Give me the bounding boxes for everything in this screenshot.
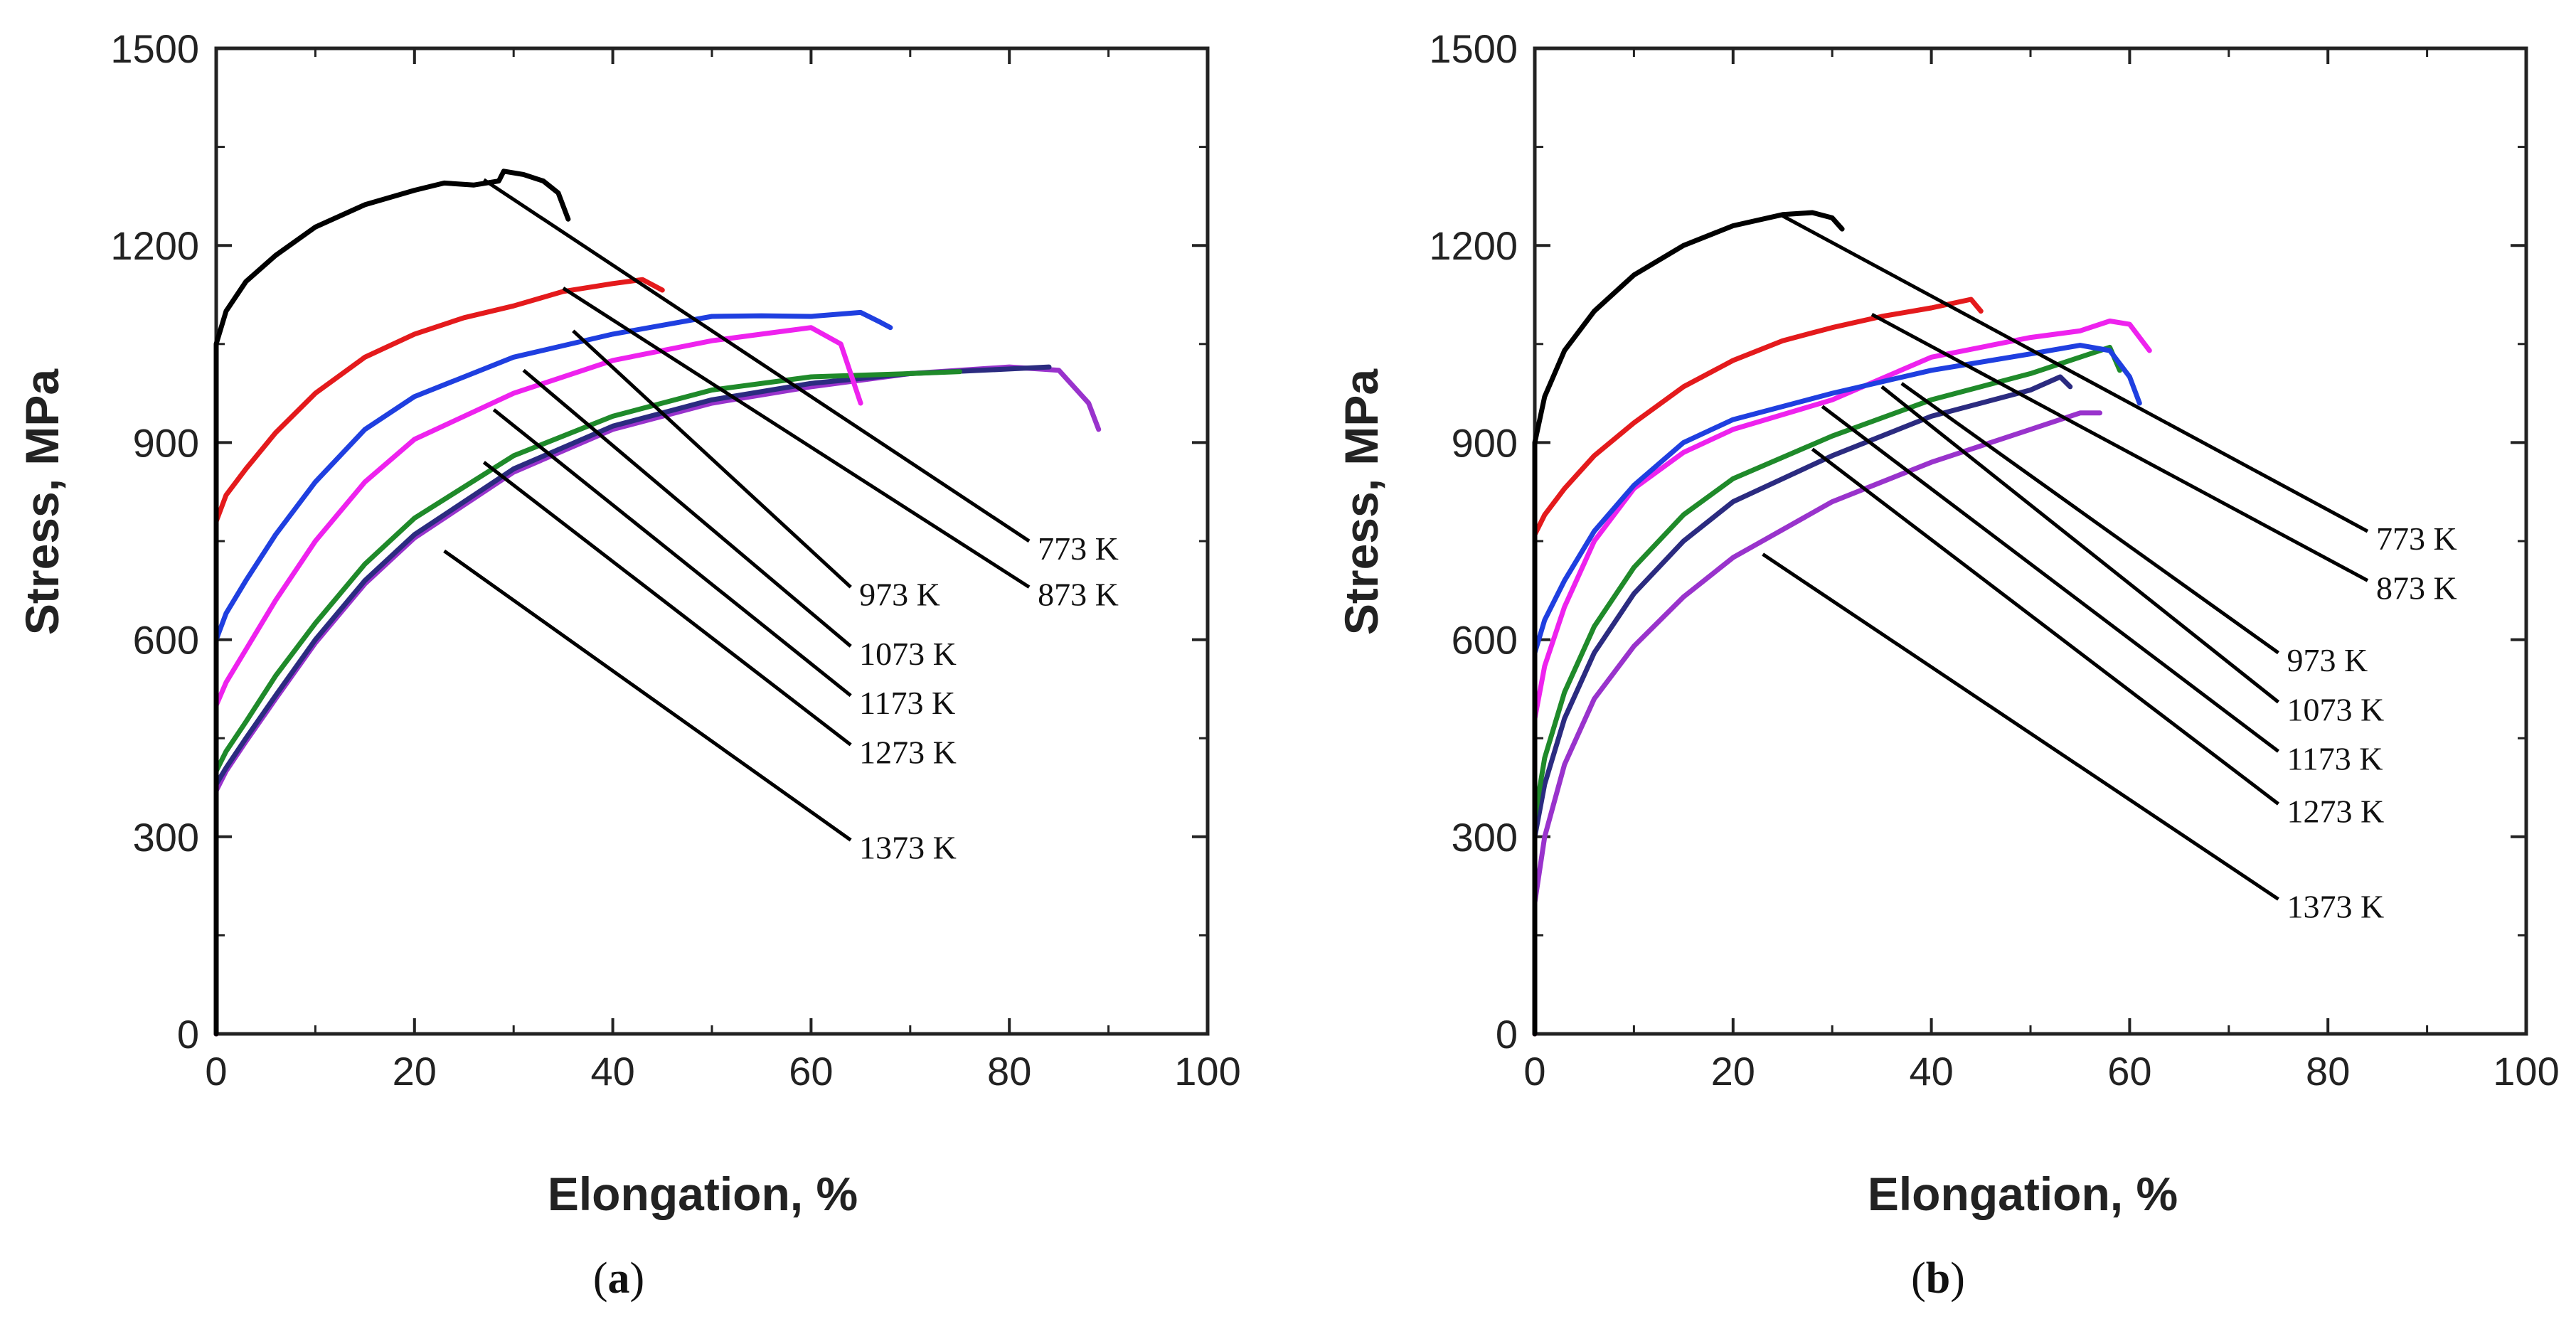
x-tick-label: 100 [1174,1049,1240,1094]
x-tick-label: 100 [2493,1049,2559,1094]
leader-line-1373-k [1762,552,2279,901]
axis-ticks: 0 20 40 60 80 100 0 300 600 900 1200 1500 [110,26,1240,1094]
panel-label-letter: b [1926,1254,1950,1303]
series-line-973-k [213,309,893,1037]
callout-label-873-k: 873 K [1038,577,1119,613]
callout-label-973-k: 973 K [859,577,940,613]
leader-line-1073-k [1880,385,2280,704]
x-tick-label: 20 [1711,1049,1755,1094]
y-tick-label: 600 [133,618,199,663]
panel-label-open: ( [593,1254,608,1303]
callout-label-1173-k: 1173 K [859,685,955,721]
panel-label-a: (a) [593,1254,644,1303]
series-line-1373-k [1532,410,2103,1037]
leader-line-873-k [562,287,1031,589]
callout-label-973-k: 973 K [2287,642,2368,678]
callout-label-1273-k: 1273 K [2287,794,2385,830]
series-line-773-k [213,169,571,1037]
y-axis-title: Stress, MPa [1335,368,1388,635]
y-tick-label: 600 [1452,618,1518,663]
y-tick-label: 1200 [1429,223,1518,268]
x-tick-label: 80 [987,1049,1031,1094]
leader-line-773-k [482,178,1031,543]
callout-label-773-k: 773 K [1038,530,1119,567]
y-tick-label: 300 [133,815,199,860]
x-tick-label: 0 [1523,1049,1545,1094]
x-tick-label: 40 [1909,1049,1953,1094]
y-tick-label: 300 [1452,815,1518,860]
panel-label-open: ( [1911,1254,1926,1303]
callout-label-1073-k: 1073 K [859,636,957,672]
panel-label-b: (b) [1911,1254,1965,1303]
y-tick-label: 0 [177,1012,199,1057]
y-tick-label: 900 [1452,420,1518,465]
panel-label-close: ) [1950,1254,1965,1303]
callout-label-1173-k: 1173 K [2287,741,2383,777]
x-tick-label: 60 [789,1049,833,1094]
series-layer [1532,210,2152,1037]
leader-line-1173-k [492,408,852,698]
leader-line-873-k [1870,313,2369,582]
leader-line-973-k [1900,382,2279,655]
x-axis-title: Elongation, % [548,1168,858,1220]
leader-line-1173-k [1821,405,2280,753]
series-line-873-k [1532,297,1984,1037]
leader-line-1273-k [1811,447,2280,806]
y-axis-title: Stress, MPa [16,368,68,635]
chart-panel-a: 0 20 40 60 80 100 0 300 600 900 1200 1500 773 K 873 … [16,26,1241,1303]
series-line-1073-k [213,325,863,1037]
y-tick-label: 1500 [1429,26,1518,71]
series-layer [213,169,1102,1037]
callout-label-1373-k: 1373 K [2287,889,2385,925]
y-tick-label: 900 [133,420,199,465]
x-tick-label: 60 [2107,1049,2151,1094]
x-tick-label: 20 [393,1049,437,1094]
x-axis-title: Elongation, % [1868,1168,2178,1220]
panel-label-letter: a [608,1254,630,1303]
y-tick-label: 1500 [110,26,199,71]
axis-ticks: 0 20 40 60 80 100 0 300 600 900 1200 1500 [1429,26,2559,1094]
callout-label-1373-k: 1373 K [859,829,957,865]
series-line-773-k [1532,210,1845,1037]
x-tick-label: 0 [205,1049,227,1094]
chart-panel-b: 0 20 40 60 80 100 0 300 600 900 1200 1500 773 K 873 … [1335,26,2560,1303]
series-line-1273-k [1532,374,2073,1037]
series-line-973-k [1532,343,2142,1037]
x-tick-label: 80 [2306,1049,2350,1094]
panel-label-close: ) [630,1254,645,1303]
x-tick-label: 40 [590,1049,634,1094]
y-tick-label: 0 [1496,1012,1518,1057]
leader-line-1273-k [482,461,852,747]
leader-line-973-k [572,329,852,589]
leader-line-1373-k [443,549,852,842]
series-line-1173-k [1532,344,2122,1037]
callout-label-773-k: 773 K [2376,520,2457,557]
series-line-873-k [213,277,665,1037]
leader-line-773-k [1782,214,2369,533]
series-line-1073-k [1532,319,2152,1037]
leader-line-1073-k [522,368,852,648]
callout-layer: 773 K 873 K 973 K 1073 K 1173 K 1273 K 1373 K [443,178,1119,865]
callout-label-873-k: 873 K [2376,570,2457,606]
y-tick-label: 1200 [110,223,199,268]
series-line-1173-k [213,369,962,1037]
callout-label-1073-k: 1073 K [2287,691,2385,727]
callout-label-1273-k: 1273 K [859,734,957,770]
